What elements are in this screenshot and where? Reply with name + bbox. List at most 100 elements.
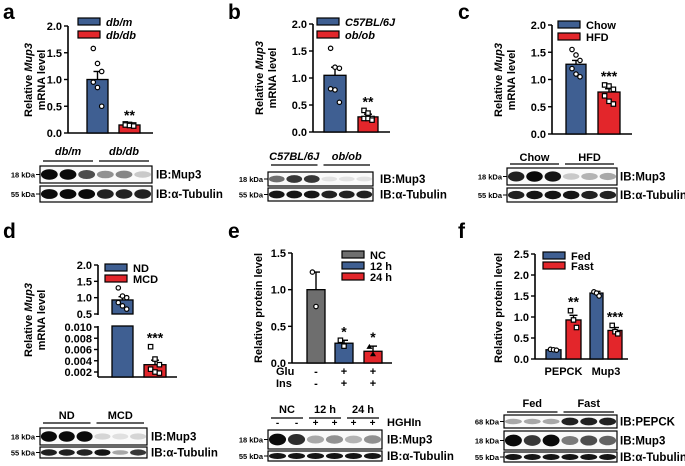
panel-letter-b: b — [228, 1, 241, 24]
blot-band — [303, 175, 320, 183]
data-point — [577, 73, 583, 80]
blot-band — [504, 453, 522, 461]
significance-marker: *** — [607, 308, 624, 324]
blot-band — [321, 176, 338, 182]
bar-C57BL/6J — [323, 74, 347, 133]
blot-strip: 18 kDa IB:Mup3 — [239, 429, 432, 450]
data-point — [130, 123, 137, 129]
blot-strip: 18 kDa IB:Mup3 — [478, 167, 665, 186]
data-point — [313, 303, 319, 310]
y-tick-label: 1.0 — [292, 73, 307, 85]
y-axis-label-text: Relative — [23, 312, 35, 357]
lane-sign: + — [332, 418, 338, 429]
blot-band — [542, 453, 560, 461]
blot-band — [561, 417, 579, 426]
blot-band — [561, 453, 579, 461]
molecular-weight-marker: 55 kDa — [239, 191, 264, 200]
blot-band — [599, 172, 617, 181]
y-tick-label: 0.5 — [77, 309, 92, 321]
blot-band — [268, 175, 285, 183]
data-point — [115, 285, 122, 291]
western-blot-b: C57BL/6J ob/ob 18 kDa IB:Mup3 55 kDa IB:α-Tub… — [239, 151, 447, 202]
y-tick-label: 2.0 — [531, 20, 546, 32]
immunoblot-label: IB:α-Tubulin — [380, 190, 447, 202]
y-tick-label: 0.5 — [531, 102, 546, 114]
blot-band — [580, 435, 598, 446]
y-axis-label: Relative Mup3 — [23, 283, 35, 357]
immunoblot-label: IB:α-Tubulin — [151, 448, 218, 460]
y-axis-label-gene: Mup3 — [493, 43, 505, 72]
immunoblot-label: IB:α-Tubulin — [620, 190, 685, 202]
lane-sign: - — [276, 418, 279, 429]
data-point — [369, 117, 375, 123]
blot-strip: 55 kDa IB:α-Tubulin — [11, 446, 218, 460]
data-point — [90, 45, 97, 52]
blot-band — [544, 190, 562, 200]
blot-strip: 18 kDa IB:Mup3 — [11, 427, 196, 446]
molecular-weight-marker: 18 kDa — [475, 437, 500, 446]
blot-band — [130, 449, 147, 456]
blot-band — [356, 190, 373, 199]
legend-swatch-db/db — [77, 30, 101, 39]
y-tick-label: 1.5 — [47, 48, 62, 60]
data-point — [341, 343, 347, 349]
y-tick-label: 0.5 — [292, 100, 307, 112]
y-axis-label-gene: Mup3 — [23, 43, 35, 72]
legend-label: HFD — [586, 32, 609, 44]
legend-label: Chow — [586, 20, 616, 32]
y-axis-label-text: Relative protein level — [493, 253, 505, 363]
data-point — [152, 356, 158, 362]
blot-band — [134, 171, 152, 178]
legend-swatch-C57BL/6J — [316, 17, 340, 26]
y-tick-label: 0.008 — [64, 333, 92, 345]
legend-swatch-NC — [341, 250, 365, 259]
blot-band — [286, 175, 303, 183]
data-point — [147, 366, 154, 372]
category-label: Mup3 — [592, 366, 621, 378]
y-axis-label-line2: mRNA level — [36, 290, 48, 351]
blot-band — [306, 452, 325, 460]
blot-band — [504, 418, 522, 425]
group-label: C57BL/6J — [269, 151, 320, 163]
blot-band — [338, 176, 355, 182]
y-axis-label: Relative Mup3 — [254, 41, 266, 115]
blot-band — [363, 452, 382, 460]
blot-band — [78, 189, 96, 199]
blot-band — [268, 452, 287, 460]
y-tick-label: 2.5 — [514, 249, 529, 261]
blot-band — [338, 190, 355, 199]
bar-ND — [111, 325, 134, 378]
blot-band — [363, 435, 382, 444]
significance-marker: ** — [363, 93, 374, 109]
blot-band — [115, 170, 133, 179]
group-label: db/m — [55, 146, 81, 158]
blot-band — [306, 435, 325, 444]
blot-band — [268, 190, 285, 199]
y-tick-label: 1.0 — [531, 75, 546, 87]
group-label: HFD — [578, 152, 601, 164]
chart-a: 0.0 0.5 1.0 1.5 2.0 Relative Mup3 mRNA level **… — [23, 17, 153, 140]
y-tick-label: 0.006 — [64, 345, 92, 357]
blot-band — [40, 449, 57, 456]
legend-swatch-HFD — [557, 32, 581, 41]
data-point — [606, 83, 612, 89]
group-label: db/db — [109, 146, 139, 158]
y-axis-label-text: Relative protein level — [253, 253, 265, 363]
western-blot-f: Fed Fast 68 kDa IB:PEPCK 18 kDa IB:Mup3 55 kDa… — [475, 398, 685, 464]
data-point — [573, 52, 579, 58]
molecular-weight-marker: 18 kDa — [11, 171, 36, 180]
legend-label: 12 h — [370, 261, 392, 273]
group-label: NC — [279, 404, 295, 416]
data-point — [156, 370, 163, 376]
y-tick-label: 1.5 — [514, 291, 529, 303]
treatment-sign: + — [370, 378, 376, 390]
blot-band — [268, 433, 287, 446]
blot-band — [325, 435, 344, 444]
chart-c: 0.0 0.5 1.0 1.5 2.0 Relative Mup3 mRNA level **… — [493, 20, 632, 141]
data-point — [567, 307, 574, 314]
y-tick-label: 1.5 — [531, 47, 546, 59]
data-point — [119, 303, 126, 309]
blot-band — [303, 190, 320, 199]
y-axis-label: Relative Mup3 — [493, 43, 505, 117]
